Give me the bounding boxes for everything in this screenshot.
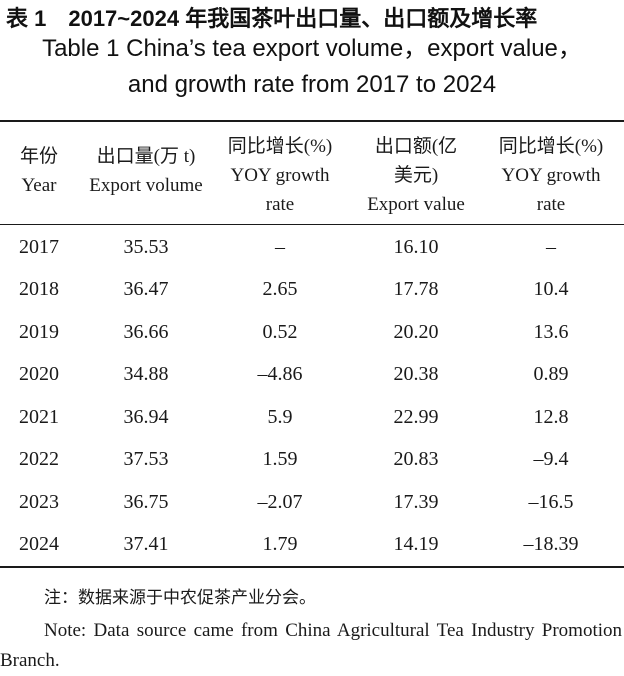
table-note-chinese: 注：数据来源于中农促茶产业分会。: [44, 588, 316, 608]
table-row: 2017 35.53 – 16.10 –: [0, 226, 624, 268]
cell-year: 2019: [19, 321, 59, 343]
cell-year: 2022: [19, 448, 59, 470]
cell-year: 2023: [19, 491, 59, 513]
cell-value-growth: 0.89: [533, 363, 569, 385]
cell-export-volume: 36.66: [123, 321, 169, 343]
table-row: 2019 36.66 0.52 20.20 13.6: [0, 311, 624, 353]
cell-export-volume: 34.88: [123, 363, 169, 385]
header-volume-yoy-zh: 同比增长(%): [227, 136, 333, 157]
cell-volume-growth: –2.07: [257, 491, 303, 513]
header-volume-yoy-en: YOY growth: [230, 165, 330, 186]
cell-volume-growth: –4.86: [257, 363, 303, 385]
table-row: 2024 37.41 1.79 14.19 –18.39: [0, 523, 624, 565]
cell-volume-growth: 5.9: [267, 406, 293, 428]
cell-value-growth: –: [546, 236, 556, 258]
header-export-volume: 出口量(万 t) Export volume: [76, 142, 216, 200]
cell-year: 2024: [19, 533, 59, 555]
header-volume-yoy-growth: 同比增长(%) YOY growth rate: [212, 132, 348, 219]
cell-volume-growth: 2.65: [262, 278, 298, 300]
header-export-volume-zh: 出口量(万 t): [96, 146, 196, 167]
cell-export-value: 17.39: [393, 491, 439, 513]
cell-volume-growth: –: [275, 236, 285, 258]
cell-value-growth: –18.39: [523, 533, 579, 555]
header-export-value: 出口额(亿 美元) Export value: [352, 132, 480, 219]
cell-export-volume: 35.53: [123, 236, 169, 258]
cell-export-volume: 37.53: [123, 448, 169, 470]
cell-export-value: 14.19: [393, 533, 439, 555]
header-year-en: Year: [21, 175, 57, 196]
header-value-yoy-en-2: rate: [536, 194, 566, 215]
cell-year: 2020: [19, 363, 59, 385]
cell-volume-growth: 1.59: [262, 448, 298, 470]
header-value-yoy-en: YOY growth: [501, 165, 601, 186]
cell-volume-growth: 0.52: [262, 321, 298, 343]
header-value-yoy-growth: 同比增长(%) YOY growth rate: [480, 132, 622, 219]
caption-chinese: 表 1 2017~2024 年我国茶叶出口量、出口额及增长率: [6, 6, 538, 31]
table-row: 2023 36.75 –2.07 17.39 –16.5: [0, 481, 624, 523]
header-export-value-zh-2: 美元): [393, 165, 439, 186]
header-export-value-zh: 出口额(亿: [374, 136, 458, 157]
cell-export-volume: 36.75: [123, 491, 169, 513]
cell-year: 2017: [19, 236, 59, 258]
cell-export-value: 20.20: [393, 321, 439, 343]
cell-value-growth: –9.4: [533, 448, 569, 470]
cell-year: 2021: [19, 406, 59, 428]
cell-export-volume: 36.47: [123, 278, 169, 300]
header-value-yoy-zh: 同比增长(%): [498, 136, 604, 157]
table-bottom-rule: [0, 566, 624, 568]
cell-value-growth: 10.4: [533, 278, 569, 300]
table-row: 2022 37.53 1.59 20.83 –9.4: [0, 438, 624, 480]
table-top-rule: [0, 120, 624, 122]
cell-value-growth: –16.5: [528, 491, 574, 513]
header-year-zh: 年份: [19, 146, 58, 167]
cell-export-value: 20.83: [393, 448, 439, 470]
table-row: 2018 36.47 2.65 17.78 10.4: [0, 268, 624, 310]
cell-volume-growth: 1.79: [262, 533, 298, 555]
table-note-english: Note: Data source came from China Agricu…: [0, 620, 622, 671]
cell-export-volume: 37.41: [123, 533, 169, 555]
caption-english-line-1: Table 1 China’s tea export volume，export…: [42, 35, 582, 62]
caption-english-line-2: and growth rate from 2017 to 2024: [127, 71, 497, 98]
header-volume-yoy-en-2: rate: [265, 194, 295, 215]
header-export-value-en: Export value: [367, 194, 465, 215]
cell-export-value: 20.38: [393, 363, 439, 385]
cell-export-value: 22.99: [393, 406, 439, 428]
cell-export-value: 17.78: [393, 278, 439, 300]
header-export-volume-en: Export volume: [89, 175, 203, 196]
table-header-rule: [0, 224, 624, 225]
table-row: 2021 36.94 5.9 22.99 12.8: [0, 396, 624, 438]
cell-year: 2018: [19, 278, 59, 300]
table-row: 2020 34.88 –4.86 20.38 0.89: [0, 353, 624, 395]
cell-export-volume: 36.94: [123, 406, 169, 428]
header-year: 年份 Year: [4, 142, 74, 200]
cell-value-growth: 13.6: [533, 321, 569, 343]
cell-export-value: 16.10: [393, 236, 439, 258]
cell-value-growth: 12.8: [533, 406, 569, 428]
